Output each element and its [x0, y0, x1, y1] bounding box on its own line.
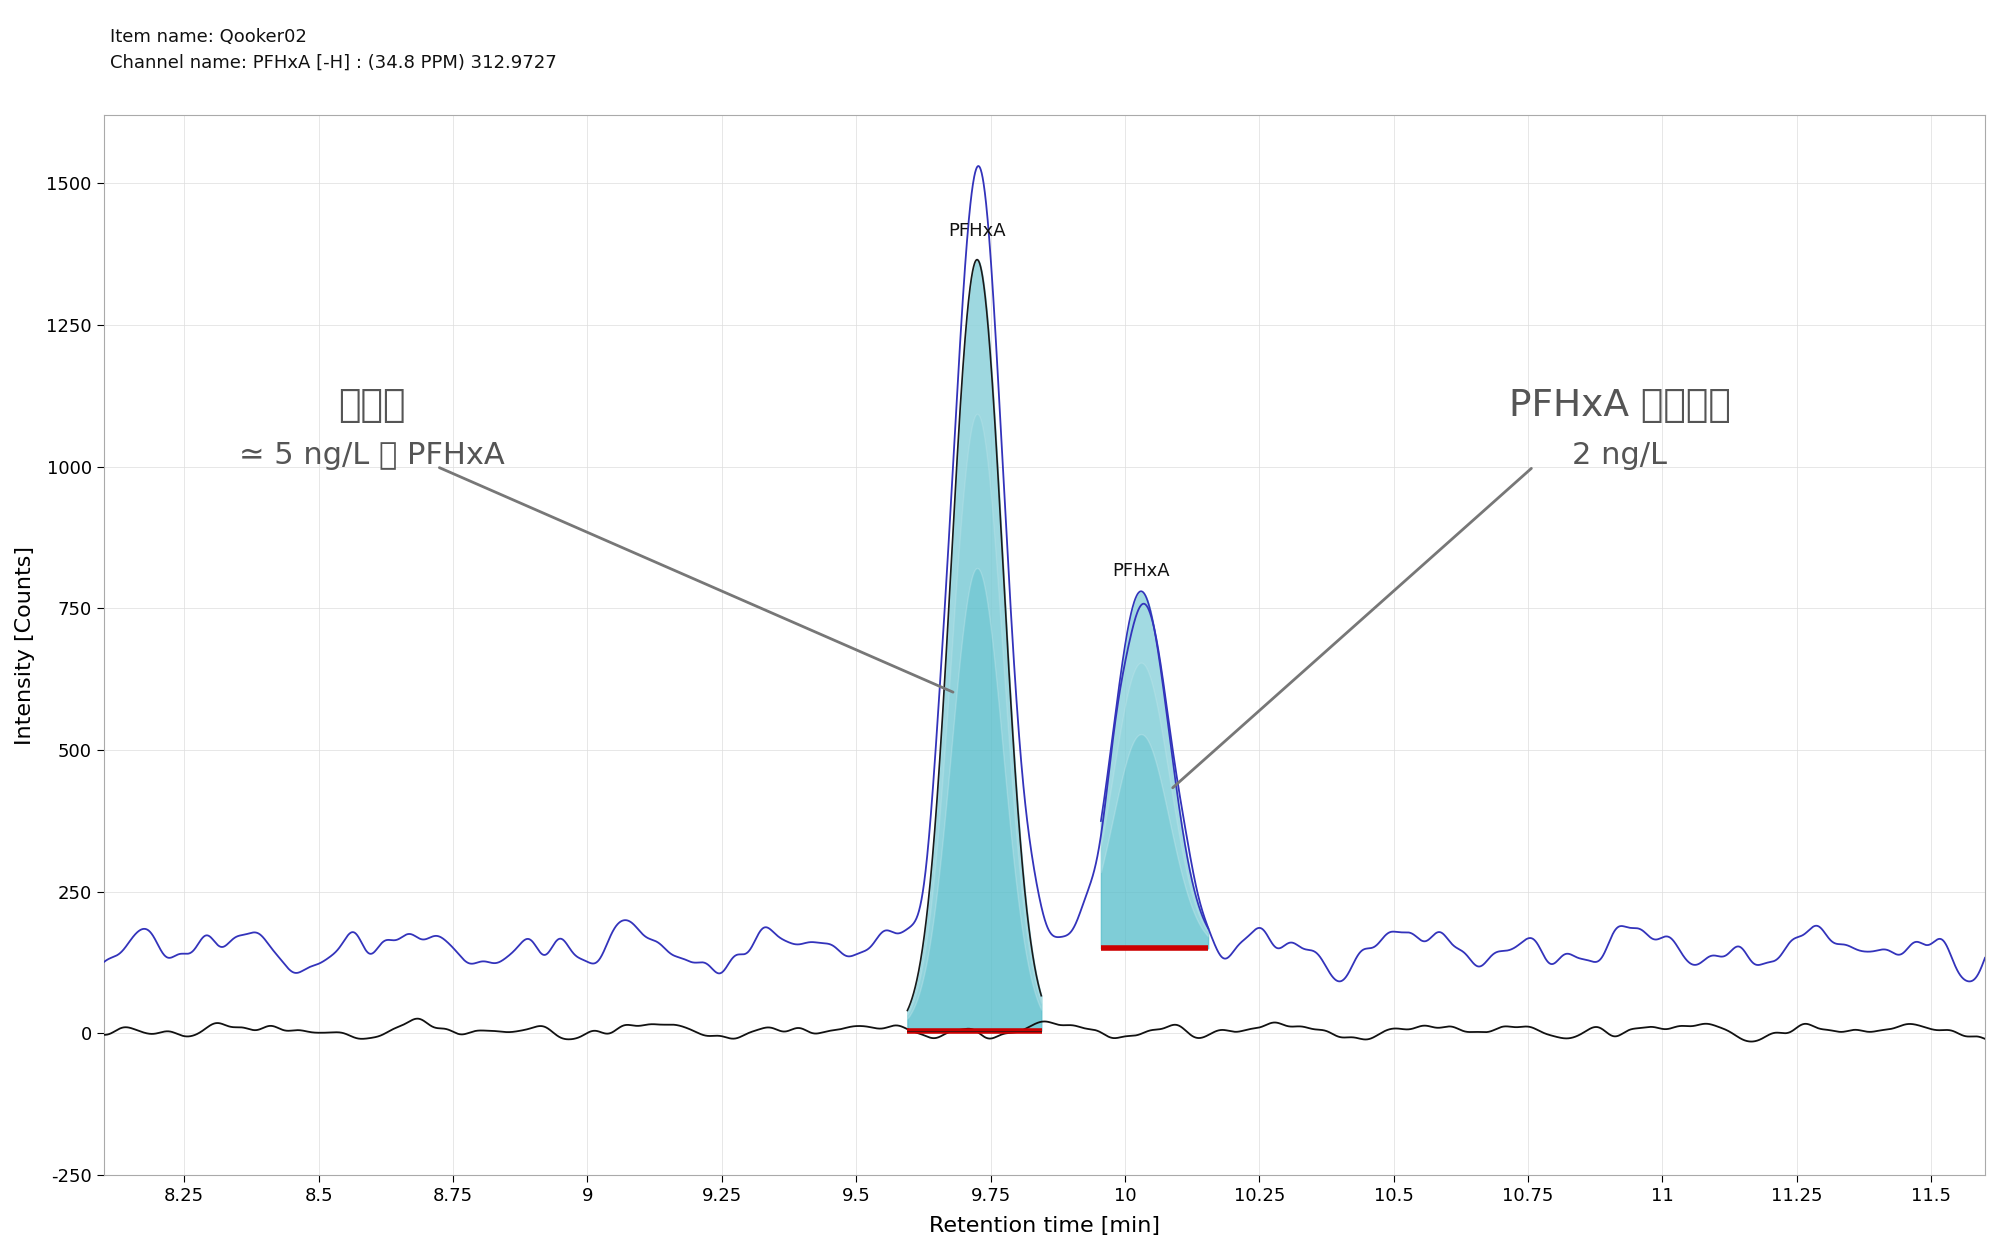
Text: PFHxA: PFHxA: [1112, 562, 1170, 580]
X-axis label: Retention time [min]: Retention time [min]: [928, 1216, 1160, 1236]
Text: PFHxA 標準試料: PFHxA 標準試料: [1508, 388, 1730, 424]
Text: Channel name: PFHxA [-H] : (34.8 PPM) 312.9727: Channel name: PFHxA [-H] : (34.8 PPM) 31…: [110, 54, 556, 71]
Text: 飲料水: 飲料水: [338, 388, 406, 424]
Text: Item name: Qooker02: Item name: Qooker02: [110, 28, 306, 45]
Y-axis label: Intensity [Counts]: Intensity [Counts]: [14, 545, 34, 744]
Text: 2 ng/L: 2 ng/L: [1572, 442, 1666, 470]
Text: PFHxA: PFHxA: [948, 221, 1006, 240]
Text: ≃ 5 ng/L の PFHxA: ≃ 5 ng/L の PFHxA: [240, 442, 506, 470]
